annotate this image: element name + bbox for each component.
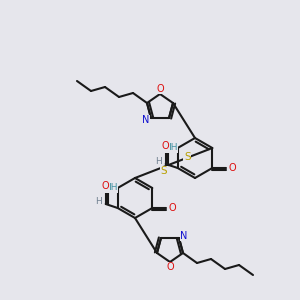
Text: S: S (161, 167, 167, 176)
Text: H: H (155, 158, 162, 166)
Text: O: O (169, 203, 176, 213)
Text: N: N (180, 231, 188, 241)
Text: O: O (162, 141, 169, 151)
Text: S: S (184, 152, 190, 163)
Text: O: O (166, 262, 174, 272)
Text: NH: NH (164, 143, 177, 152)
Text: O: O (156, 84, 164, 94)
Text: O: O (102, 181, 110, 191)
Text: N: N (142, 115, 150, 125)
Text: H: H (95, 197, 102, 206)
Text: O: O (229, 163, 236, 173)
Text: NH: NH (104, 184, 117, 193)
